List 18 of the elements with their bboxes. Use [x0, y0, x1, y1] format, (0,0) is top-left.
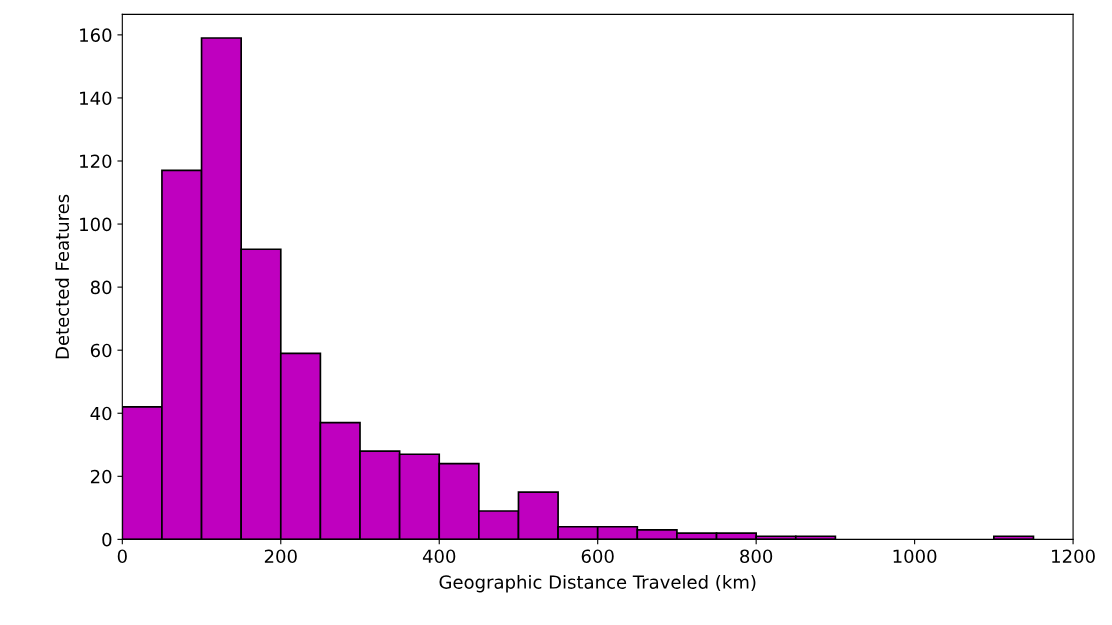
x-tick-label: 1000	[893, 549, 937, 564]
y-tick-label: 160	[80, 28, 112, 42]
y-tick-label: 100	[80, 217, 112, 232]
y-tick-label: 40	[90, 406, 112, 421]
y-tick-label: 80	[90, 280, 112, 295]
x-tick-label: 400	[422, 549, 456, 564]
x-axis-title: Geographic Distance Traveled (km)	[439, 574, 756, 593]
x-tick-label: 600	[581, 549, 614, 564]
x-tick-label: 1200	[1052, 549, 1095, 564]
y-tick-label: 120	[80, 154, 112, 169]
y-tick-label: 140	[80, 91, 112, 106]
x-tick-label: 800	[740, 549, 773, 564]
x-tick-label: 200	[264, 549, 297, 564]
y-axis-title: Detected Features	[55, 194, 70, 359]
y-tick-label: 60	[90, 343, 112, 358]
y-tick-label: 0	[102, 532, 112, 547]
y-tick-label: 20	[90, 469, 112, 484]
x-tick-label: 0	[117, 549, 127, 564]
